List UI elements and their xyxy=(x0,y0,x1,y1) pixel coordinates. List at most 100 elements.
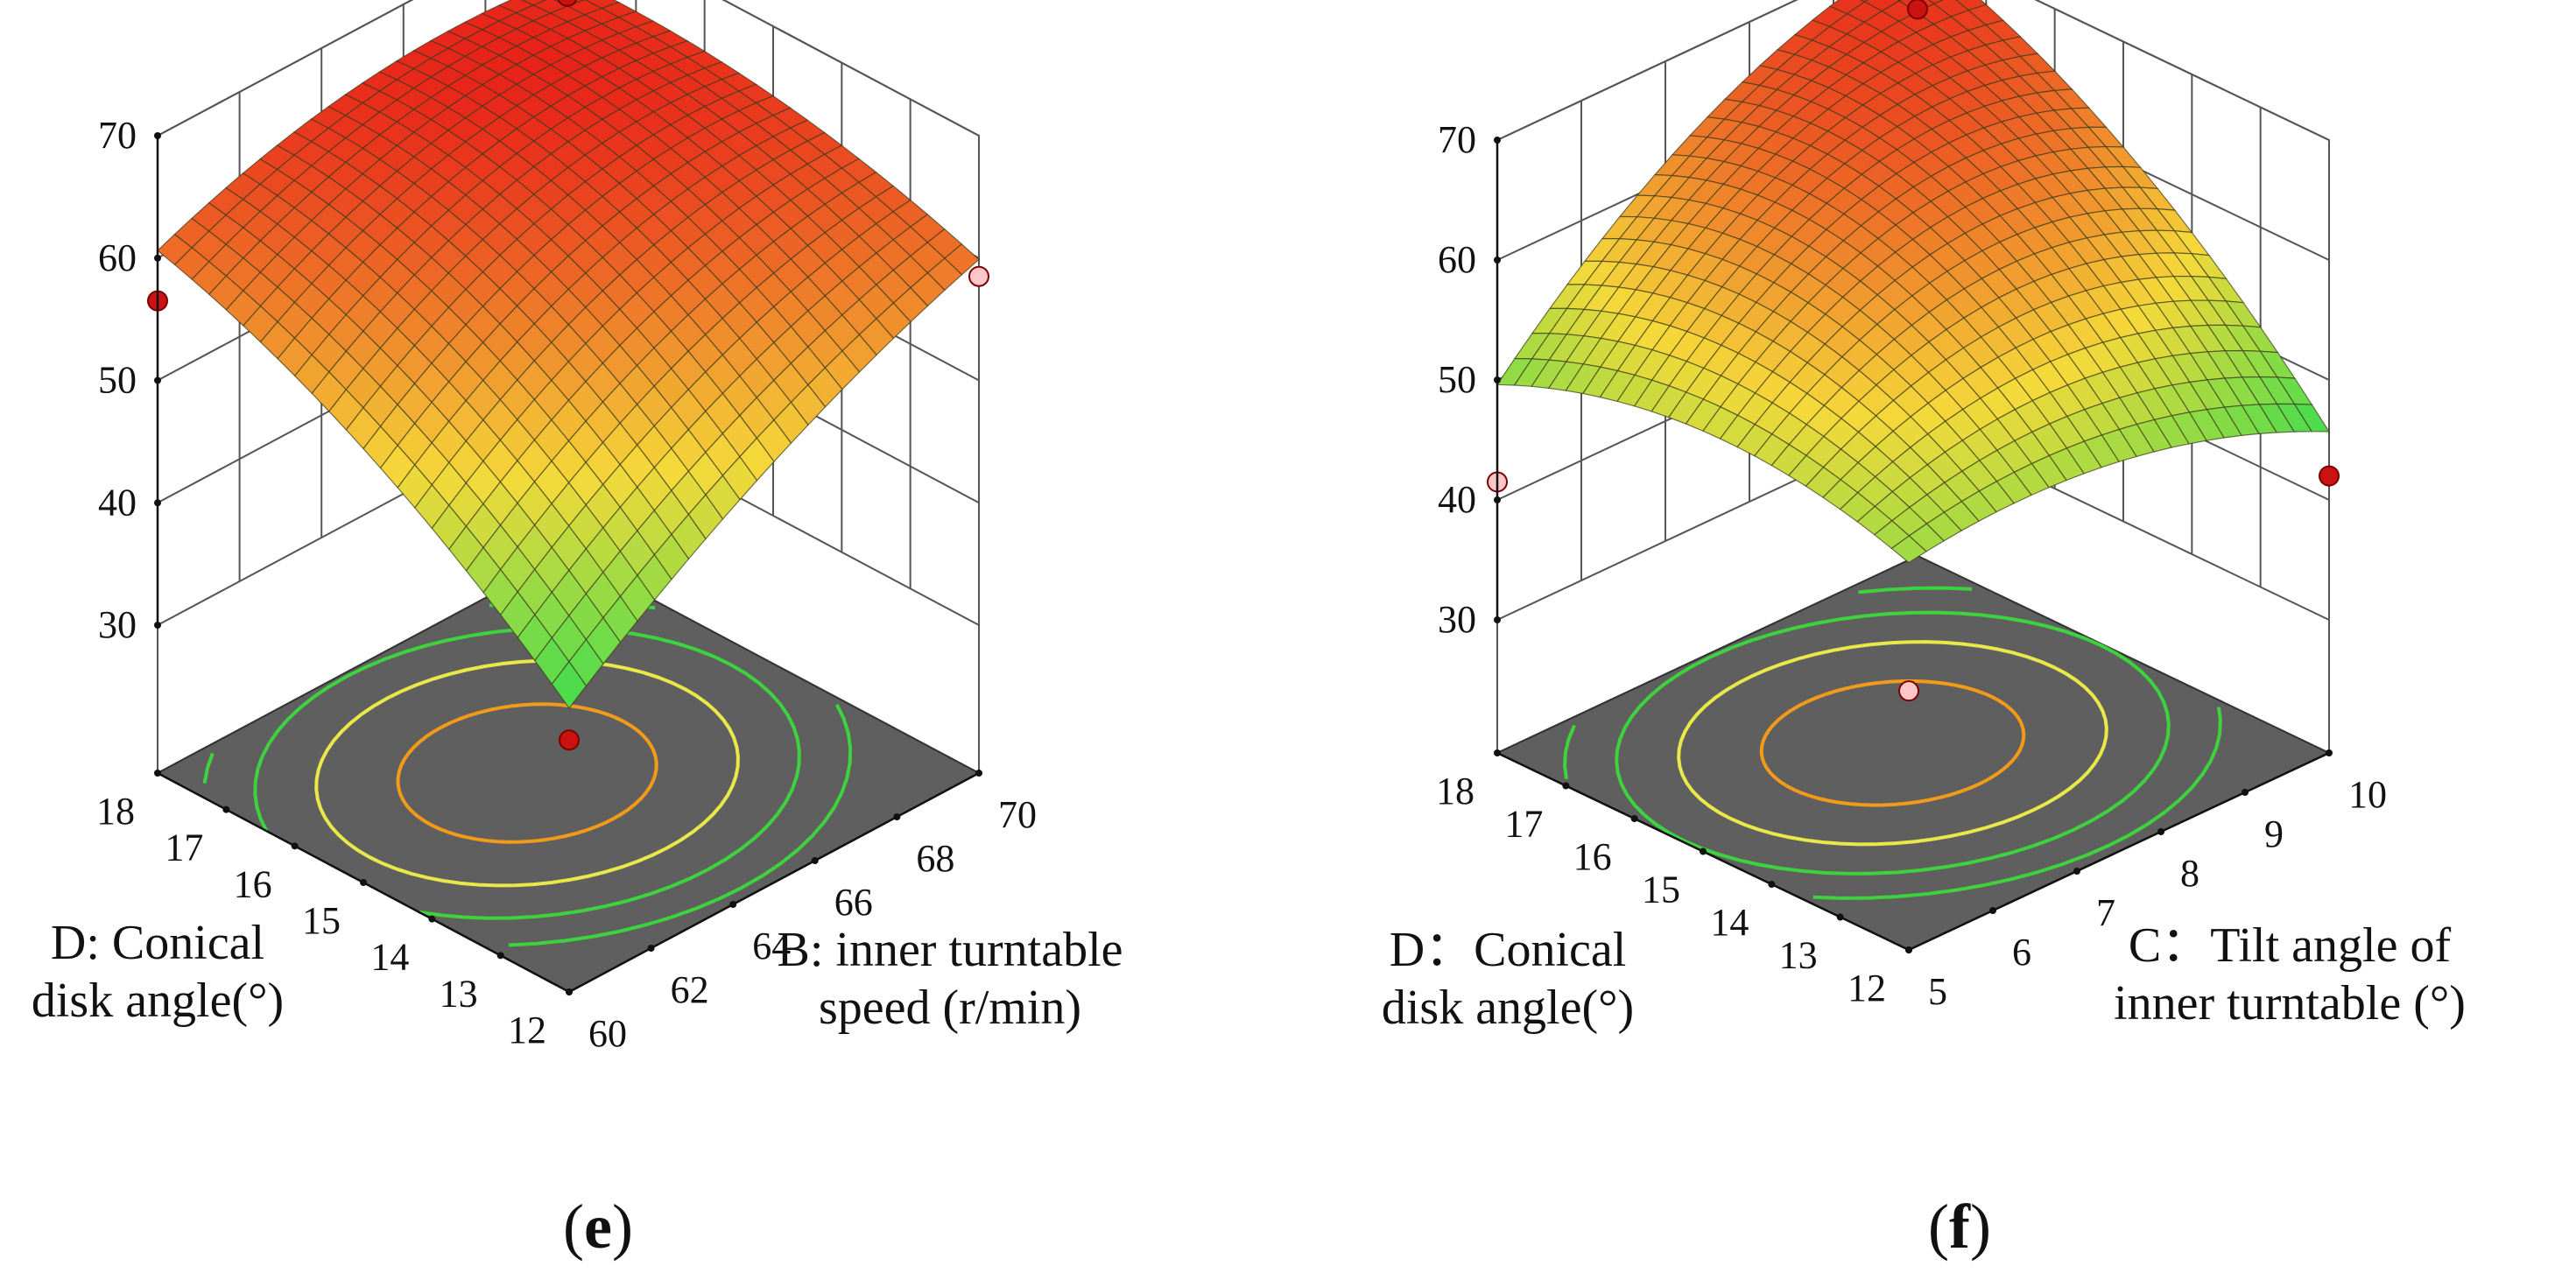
panel-e-chart: 30 40 50 60 70 60 62 64 66 68 70 12 13 14 15 16 17 18 B: i… xyxy=(32,0,1123,1055)
design-point-marker xyxy=(2319,465,2340,487)
panel-f-caption: (f) xyxy=(1928,1192,1991,1262)
x-tick-label: 68 xyxy=(916,837,954,880)
z-tick-dot xyxy=(1494,137,1501,144)
y-tick-dot xyxy=(1630,815,1638,822)
contour-line xyxy=(1759,679,2026,807)
contour-line xyxy=(419,663,801,920)
contour-line xyxy=(1563,724,1577,780)
x-axis-line xyxy=(1908,751,2330,952)
contour-line xyxy=(396,702,658,844)
z-tick-dot xyxy=(154,254,161,262)
design-point-marker xyxy=(1907,0,1928,20)
x-tick-dot xyxy=(2073,868,2080,875)
x-tick-dot xyxy=(2242,789,2249,796)
x-axis-title-line: inner turntable (°) xyxy=(2114,976,2466,1030)
z-tick-label: 40 xyxy=(98,481,137,524)
y-axis-title-line: D：Conical xyxy=(1390,923,1627,977)
contour-line xyxy=(314,658,740,888)
x-axis-title-line: C：Tilt angle of xyxy=(2129,918,2452,973)
design-point-marker xyxy=(559,729,580,751)
y-tick-dot xyxy=(1836,913,1844,921)
x-axis-title-line: speed (r/min) xyxy=(819,981,1081,1035)
y-tick-dot xyxy=(291,842,299,850)
x-axis: 60 62 64 66 68 70 xyxy=(566,770,1037,1055)
contour-line xyxy=(508,703,853,947)
y-tick-label: 16 xyxy=(234,862,272,905)
x-tick-label: 66 xyxy=(834,881,873,924)
x-tick-label: 62 xyxy=(671,968,709,1011)
x-tick-dot xyxy=(975,770,982,777)
axis-titles: C：Tilt angle of inner turntable (°) D：Coni… xyxy=(1382,918,2466,1035)
x-tick-label: 60 xyxy=(588,1012,627,1055)
y-tick-dot xyxy=(1562,782,1570,790)
y-tick-label: 17 xyxy=(1504,803,1543,846)
x-tick-dot xyxy=(2157,828,2164,835)
y-tick-label: 15 xyxy=(1642,869,1680,911)
z-axis: 30 40 50 60 70 xyxy=(98,114,161,646)
z-tick-dot xyxy=(154,622,161,629)
x-tick-label: 8 xyxy=(2180,852,2199,895)
y-axis-title: D：Conical disk angle(°) xyxy=(1382,923,1634,1035)
z-tick-label: 40 xyxy=(1438,478,1476,521)
y-tick-label: 16 xyxy=(1573,835,1612,878)
floor-contours xyxy=(1563,586,2222,900)
y-axis-title-line: disk angle(°) xyxy=(1382,981,1634,1035)
y-tick-dot xyxy=(1768,881,1776,888)
x-tick-label: 70 xyxy=(998,793,1037,836)
z-tick-label: 70 xyxy=(1438,118,1476,161)
y-tick-dot xyxy=(1905,946,1912,953)
x-tick-dot xyxy=(893,813,901,820)
y-tick-label: 18 xyxy=(1436,770,1475,812)
y-tick-dot xyxy=(566,988,573,995)
y-tick-dot xyxy=(1494,749,1501,756)
x-tick-dot xyxy=(1989,907,1996,914)
y-tick-dot xyxy=(1700,847,1707,855)
z-tick-dot xyxy=(154,376,161,384)
x-tick-label: 7 xyxy=(2096,891,2115,934)
y-tick-label: 12 xyxy=(508,1009,546,1051)
contour-line xyxy=(1677,640,2108,847)
x-tick-dot xyxy=(647,945,655,952)
x-axis-line xyxy=(568,771,980,994)
z-tick-label: 60 xyxy=(98,236,137,279)
x-axis: 5 6 7 8 9 10 xyxy=(1905,749,2387,1013)
x-tick-label: 5 xyxy=(1928,970,1947,1013)
y-tick-label: 13 xyxy=(1779,934,1818,977)
y-tick-label: 13 xyxy=(440,972,478,1015)
y-tick-dot xyxy=(496,952,504,960)
response-surface xyxy=(1496,0,2331,564)
response-surface xyxy=(157,0,980,709)
contour-line xyxy=(202,752,215,784)
x-axis-title-line: B: inner turntable xyxy=(777,923,1123,977)
z-tick-label: 70 xyxy=(98,114,137,157)
z-axis: 30 40 50 60 70 xyxy=(1438,118,1501,641)
x-tick-label: 10 xyxy=(2348,773,2387,816)
z-tick-label: 30 xyxy=(98,603,137,646)
contour-line xyxy=(1615,610,2171,876)
y-tick-label: 15 xyxy=(302,899,341,942)
y-axis-title-line: D: Conical xyxy=(51,916,264,970)
z-tick-label: 50 xyxy=(1438,358,1476,401)
y-tick-label: 14 xyxy=(1710,901,1749,944)
z-tick-dot xyxy=(1494,496,1501,503)
y-tick-dot xyxy=(428,915,436,923)
z-tick-label: 30 xyxy=(1438,598,1476,641)
surface-cell xyxy=(551,660,588,709)
z-tick-dot xyxy=(1494,376,1501,383)
y-axis-title: D: Conical disk angle(°) xyxy=(32,916,284,1028)
z-tick-dot xyxy=(1494,257,1501,264)
y-tick-dot xyxy=(154,770,161,777)
z-tick-dot xyxy=(154,132,161,139)
contour-line xyxy=(253,626,732,832)
x-tick-label: 6 xyxy=(2012,931,2031,974)
axis-titles: B: inner turntable speed (r/min) D: Conica… xyxy=(32,916,1123,1035)
y-tick-dot xyxy=(222,805,230,813)
contour-line xyxy=(1858,586,1973,594)
z-tick-label: 60 xyxy=(1438,238,1476,281)
floor xyxy=(1495,554,2332,952)
x-tick-dot xyxy=(811,857,819,864)
floor-plane xyxy=(1495,554,2332,952)
surface-cell xyxy=(1890,535,1927,564)
z-tick-label: 50 xyxy=(98,359,137,402)
